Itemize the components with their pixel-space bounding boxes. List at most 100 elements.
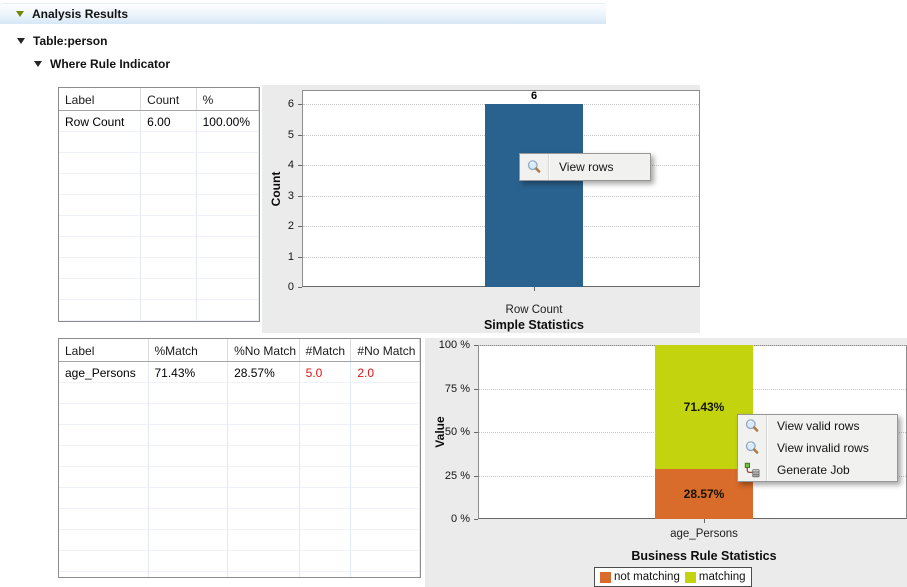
table-cell-empty (149, 572, 229, 577)
table-row-empty (59, 321, 259, 322)
y-axis-tick-label: 100 % (438, 339, 470, 351)
table-cell-empty (196, 132, 259, 153)
table-cell-empty (299, 530, 352, 551)
table-cell-empty (351, 551, 420, 572)
tree-item-label: Table:person (33, 33, 108, 48)
table-cell-empty (148, 446, 229, 467)
table-cell-empty (228, 509, 300, 530)
table-cell: 5.0 (299, 362, 352, 383)
magnifier-icon (738, 437, 767, 459)
y-axis-tick-label: 0 % (451, 513, 470, 525)
table-cell-empty (148, 509, 229, 530)
table-cell-empty (141, 153, 197, 174)
table-cell-empty (299, 425, 352, 446)
table-row-empty (59, 509, 420, 530)
table-cell: age_Persons (59, 362, 149, 383)
y-axis-tick (474, 519, 478, 520)
table-cell-empty (196, 279, 259, 300)
table-header-row: Label %Match %No Match #Match #No Match (59, 339, 420, 362)
table-cell-empty (351, 509, 420, 530)
table-cell-empty (351, 467, 420, 488)
menu-item-label: View invalid rows (777, 441, 869, 455)
column-header-[interactable]: % (197, 88, 259, 110)
table-cell-empty (141, 279, 197, 300)
menu-item-view-invalid-rows[interactable]: View invalid rows (738, 437, 897, 459)
section-header-analysis-results[interactable]: Analysis Results (0, 3, 606, 24)
table-cell-empty (351, 530, 420, 551)
table-row-empty (59, 237, 259, 258)
magnifier-icon (520, 154, 549, 180)
column-header-no-match[interactable]: #No Match (351, 339, 420, 361)
table-cell: 71.43% (148, 362, 229, 383)
column-header-count[interactable]: Count (141, 88, 197, 110)
table-cell-empty (299, 383, 352, 404)
simple-statistics-chart[interactable]: 0 1 2 3 4 5 6 6 Row Count Simple Statistics Count (262, 85, 700, 333)
y-axis-label: Count (269, 171, 283, 206)
table-cell-empty (59, 509, 149, 530)
y-axis-tick-label: 5 (287, 129, 294, 141)
table-cell-empty (59, 425, 149, 446)
bar-segment-not-matching[interactable] (655, 469, 753, 519)
tree-item-where-rule-indicator[interactable]: Where Rule Indicator (34, 56, 170, 71)
column-header-label[interactable]: Label (59, 88, 142, 110)
table-cell-empty (300, 572, 352, 577)
collapse-triangle-icon[interactable] (17, 37, 25, 44)
table-row-empty (59, 195, 259, 216)
column-header-match[interactable]: %Match (149, 339, 229, 361)
table-cell-empty (148, 530, 229, 551)
table-cell-empty (228, 383, 300, 404)
chart-title: Business Rule Statistics (631, 549, 777, 563)
tree-item-table-person[interactable]: Table:person (17, 33, 107, 48)
table-cell-empty (59, 258, 142, 279)
table-cell-empty (141, 132, 197, 153)
menu-item-view-valid-rows[interactable]: View valid rows (738, 415, 897, 437)
menu-item-view-rows[interactable]: View rows (520, 154, 650, 180)
table-cell-empty (228, 404, 300, 425)
table-row-empty (59, 383, 420, 404)
table-cell-empty (196, 216, 259, 237)
collapse-triangle-icon[interactable] (16, 11, 24, 17)
table-cell-empty (148, 425, 229, 446)
table-row-empty (59, 216, 259, 237)
menu-item-generate-job[interactable]: Generate Job (738, 459, 897, 481)
table-cell-empty (351, 572, 420, 577)
business-rule-statistics-table[interactable]: Label %Match %No Match #Match #No Match age_P… (58, 338, 421, 578)
column-header-label[interactable]: Label (59, 339, 149, 361)
table-row-empty (59, 153, 259, 174)
x-category-label: Row Count (505, 304, 563, 316)
table-row-empty (59, 467, 420, 488)
table-cell-empty (196, 300, 259, 321)
tree-item-label: Where Rule Indicator (50, 56, 171, 71)
table-cell-empty (148, 404, 229, 425)
table-cell-empty (59, 467, 149, 488)
chart-title: Simple Statistics (483, 318, 585, 332)
table-cell: 100.00% (196, 111, 259, 132)
y-axis-tick (298, 104, 302, 105)
y-axis-tick (298, 135, 302, 136)
table-cell-empty (59, 446, 149, 467)
table-cell-empty (299, 446, 352, 467)
table-row[interactable]: age_Persons 71.43% 28.57% 5.0 2.0 (59, 362, 420, 383)
table-cell-empty (148, 551, 229, 572)
table-row[interactable]: Row Count 6.00 100.00% (59, 111, 259, 132)
y-axis-tick (474, 476, 478, 477)
simple-statistics-table[interactable]: Label Count% Row Count 6.00 100.00% (58, 87, 260, 322)
collapse-triangle-icon[interactable] (34, 60, 42, 67)
table-cell-empty (59, 551, 149, 572)
column-header-match[interactable]: #Match (300, 339, 352, 361)
bar-segment-matching[interactable] (655, 345, 753, 470)
generate-job-icon (738, 459, 767, 481)
table-cell-empty (59, 174, 142, 195)
table-cell-empty (197, 321, 259, 322)
column-header-no-match[interactable]: %No Match (228, 339, 300, 361)
table-cell-empty (299, 551, 352, 572)
y-axis-tick (298, 196, 302, 197)
table-cell-empty (148, 488, 229, 509)
table-cell: 2.0 (351, 362, 420, 383)
table-cell-empty (59, 237, 142, 258)
y-axis-tick-label: 50 % (444, 426, 470, 438)
bar-row-count[interactable] (485, 104, 583, 287)
table-cell-empty (351, 488, 420, 509)
table-cell-empty (228, 467, 300, 488)
table-cell-empty (59, 488, 149, 509)
